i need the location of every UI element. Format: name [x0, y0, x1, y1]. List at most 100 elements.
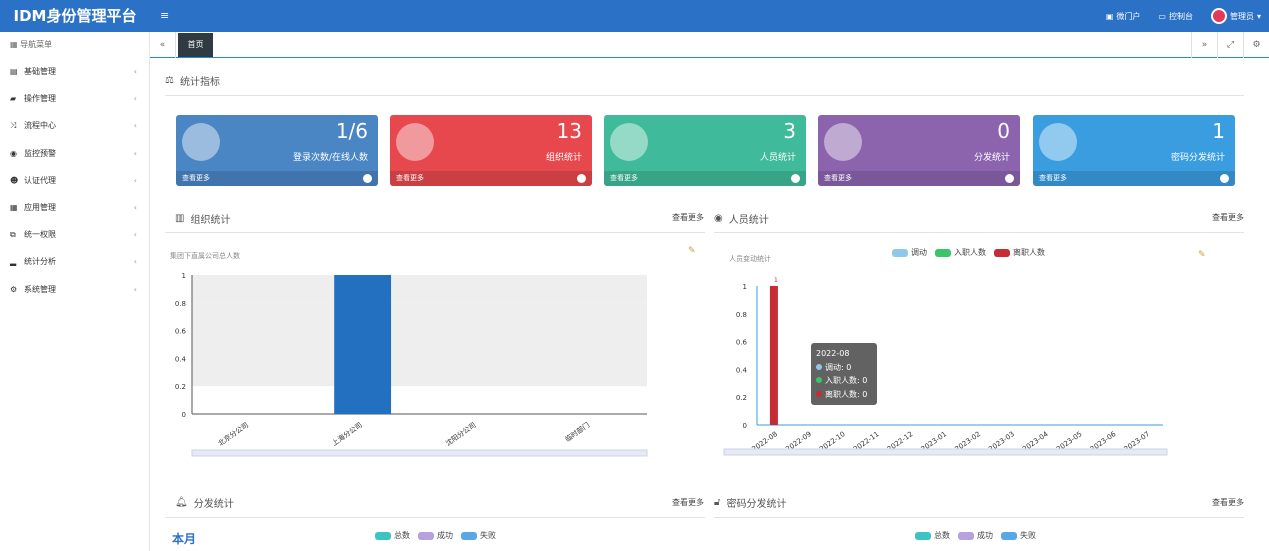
- y-tick-label: 0.6: [736, 339, 748, 347]
- chart-tooltip: 2022-08 调动: 0 入职人数: 0 离职人数: 0: [811, 343, 877, 405]
- chevron-left-icon: ‹: [133, 202, 137, 212]
- globe-icon: [1039, 123, 1077, 161]
- download-icon[interactable]: ✎: [1198, 250, 1206, 260]
- zoom-slider[interactable]: [191, 449, 648, 457]
- sidebar-item-6[interactable]: ⧉ 统一权限 ‹: [10, 229, 137, 240]
- stat-more-link[interactable]: 查看更多: [1033, 171, 1235, 186]
- sidebar-item-8[interactable]: ⚙ 系统管理 ‹: [10, 284, 137, 294]
- brand-title[interactable]: IDM身份管理平台: [13, 7, 137, 25]
- grid-icon: ▦: [10, 203, 18, 213]
- divider: [714, 232, 1244, 233]
- legend-item[interactable]: 总数: [915, 530, 950, 541]
- main-content: ⚖ 统计指标 1/6 登录次数/在线人数 查看更多 13 组织统计 查看更多 3 人员统计 查看更…: [150, 58, 1269, 551]
- stat-value: 0: [997, 119, 1010, 143]
- y-tick-label: 0: [743, 422, 747, 430]
- legend-item[interactable]: 失败: [461, 530, 496, 541]
- sidebar-item-1[interactable]: ▰ 操作管理 ‹: [10, 94, 137, 104]
- fullscreen-icon[interactable]: ⤢: [1217, 32, 1243, 58]
- user-circle-icon: ◉: [714, 213, 723, 224]
- sidebar-item-7[interactable]: ▂ 统计分析 ‹: [10, 257, 137, 267]
- chevron-left-icon: ‹: [133, 284, 137, 294]
- y-tick-label: 1: [182, 272, 186, 280]
- tab-scroll-left-icon[interactable]: «: [150, 32, 176, 58]
- y-tick-label: 0.8: [175, 300, 186, 308]
- stat-card-4[interactable]: 1 密码分发统计 查看更多: [1033, 115, 1235, 186]
- stat-label: 分发统计: [973, 153, 1010, 163]
- legend-swatch: [418, 531, 434, 540]
- sidebar-item-4[interactable]: ☻ 认证代理 ‹: [10, 175, 137, 185]
- chart-icon: ▂: [10, 257, 17, 267]
- stat-value: 3: [783, 119, 796, 143]
- legend-item[interactable]: 失败: [1001, 530, 1036, 541]
- sidebar-item-0[interactable]: ▤ 基础管理 ‹: [10, 67, 137, 77]
- tab-scroll-right-icon[interactable]: »: [1191, 32, 1217, 58]
- stat-more-link[interactable]: 查看更多: [176, 171, 378, 186]
- pwd-more-link[interactable]: 查看更多: [1212, 498, 1244, 507]
- sidebar-item-5[interactable]: ▦ 应用管理 ‹: [10, 202, 137, 213]
- console-link[interactable]: ▭ 控制台: [1158, 11, 1193, 21]
- shuffle-icon: ⤨: [10, 120, 17, 130]
- user-menu[interactable]: 管理员 ▾: [1210, 8, 1261, 24]
- y-tick-label: 0.4: [175, 355, 187, 363]
- person-more-link[interactable]: 查看更多: [1212, 213, 1244, 222]
- x-tick-label: 沈阳分公司: [444, 420, 478, 447]
- zoom-slider[interactable]: [723, 448, 1168, 456]
- portal-icon: ▣: [1105, 11, 1114, 21]
- legend-item[interactable]: 成功: [418, 530, 453, 541]
- sidebar-item-2[interactable]: ⤨ 流程中心 ‹: [10, 120, 137, 131]
- download-icon[interactable]: ✎: [688, 246, 696, 256]
- legend-swatch: [958, 531, 974, 540]
- settings-icon[interactable]: ⚙: [1243, 32, 1269, 58]
- portal-link[interactable]: ▣ 微门户: [1105, 11, 1141, 21]
- legend-swatch: [461, 531, 477, 540]
- chevron-left-icon: ‹: [133, 257, 137, 267]
- chevron-left-icon: ‹: [133, 175, 137, 185]
- stat-card-3[interactable]: 0 分发统计查看更多: [818, 115, 1020, 186]
- sidebar-item-3[interactable]: ◉ 监控预警 ‹: [10, 148, 137, 158]
- y-tick-label: 0.2: [736, 394, 747, 402]
- stat-more-link[interactable]: 查看更多: [604, 171, 806, 186]
- data-label: 1: [774, 277, 778, 284]
- legend-item[interactable]: 调动: [892, 247, 927, 258]
- arrow-circle-icon: [1220, 174, 1229, 183]
- period-label: 本月: [172, 532, 197, 546]
- legend-dot: [816, 363, 822, 370]
- arrow-circle-icon: [363, 174, 372, 183]
- stat-card-1[interactable]: 13 组织统计 查看更多: [390, 115, 592, 186]
- windows-icon: [610, 123, 648, 161]
- sitemap-icon: ⧉: [10, 229, 16, 239]
- stat-more-link[interactable]: 查看更多: [390, 171, 592, 186]
- legend-swatch: [375, 531, 391, 540]
- x-tick-label: 临时部门: [563, 420, 591, 443]
- bar[interactable]: [334, 275, 392, 414]
- chart-title: 人员变动统计: [729, 254, 771, 263]
- x-tick-label: 北京分公司: [216, 420, 250, 447]
- arrow-circle-icon: [1005, 174, 1014, 183]
- legend-item[interactable]: 入职人数: [935, 247, 986, 258]
- menu-toggle-icon[interactable]: ≡: [160, 9, 170, 22]
- bar[interactable]: [769, 286, 778, 425]
- x-tick-label: 上海分公司: [330, 420, 364, 447]
- legend-item[interactable]: 离职人数: [994, 247, 1045, 258]
- org-section-title: ▥ 组织统计: [175, 213, 231, 226]
- tab-home[interactable]: 首页: [178, 33, 213, 57]
- grid-band: [192, 358, 647, 387]
- legend-item[interactable]: 总数: [375, 530, 410, 541]
- dist-legend: 总数 成功 失败: [375, 530, 496, 541]
- dist-more-link[interactable]: 查看更多: [672, 498, 704, 507]
- bar-chart-icon: ▥: [175, 213, 185, 224]
- grid-band: [192, 302, 647, 331]
- stat-label: 组织统计: [545, 153, 582, 163]
- pwd-legend: 总数 成功 失败: [915, 530, 1036, 541]
- divider: [714, 517, 1244, 518]
- arrow-circle-icon: [577, 174, 586, 183]
- org-more-link[interactable]: 查看更多: [672, 213, 704, 222]
- y-tick-label: 0.8: [736, 311, 747, 319]
- stat-card-0[interactable]: 1/6 登录次数/在线人数 查看更多: [176, 115, 378, 186]
- stat-more-link[interactable]: 查看更多: [818, 171, 1020, 186]
- stat-value: 1/6: [335, 119, 368, 143]
- globe-icon: [824, 123, 862, 161]
- legend-item[interactable]: 成功: [958, 530, 993, 541]
- grid-band: [192, 330, 647, 359]
- stat-card-2[interactable]: 3 人员统计 查看更多: [604, 115, 806, 186]
